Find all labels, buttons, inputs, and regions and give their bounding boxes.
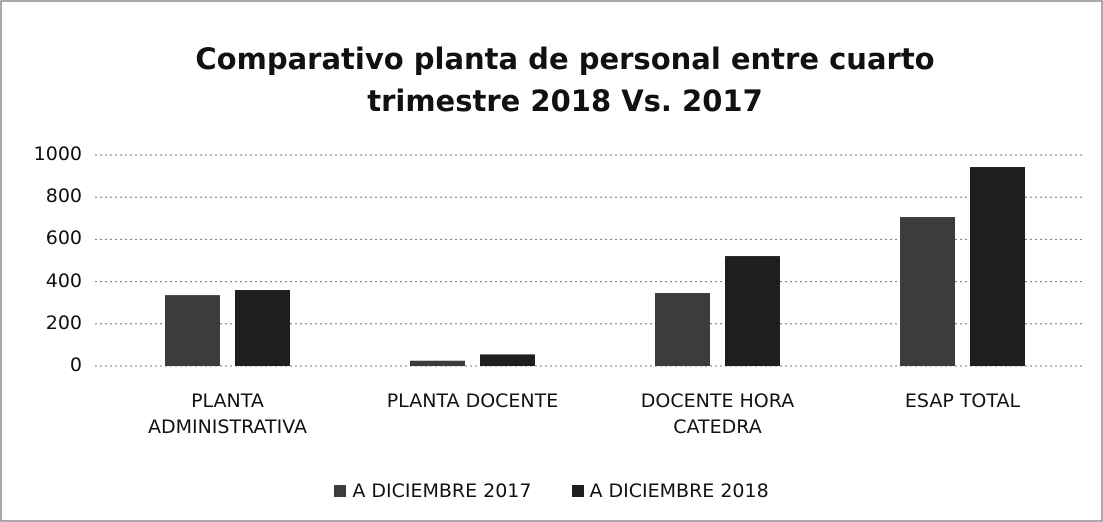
legend-label: A DICIEMBRE 2018: [589, 480, 769, 502]
y-tick-label: 400: [45, 269, 82, 292]
x-tick-label: PLANTA DOCENTE: [386, 390, 559, 412]
y-tick-label: 600: [45, 227, 82, 250]
bar: [165, 295, 220, 366]
y-tick-label: 200: [45, 311, 82, 334]
legend-swatch: [334, 485, 347, 497]
bar: [725, 256, 780, 366]
bar: [900, 217, 955, 366]
chart-title: Comparativo planta de personal entre cua…: [195, 42, 935, 118]
y-tick-label: 1000: [33, 143, 82, 165]
bar: [655, 292, 710, 366]
y-tick-label: 800: [45, 185, 82, 208]
x-tick-label: DOCENTE HORA CATEDRA: [640, 390, 795, 438]
bar: [235, 290, 290, 366]
y-tick-label: 0: [69, 354, 82, 376]
legend-item: A DICIEMBRE 2017: [334, 480, 532, 502]
legend-swatch: [571, 485, 584, 497]
x-tick-label: PLANTA ADMINISTRATIVA: [147, 390, 308, 438]
bar: [480, 354, 535, 366]
legend: A DICIEMBRE 2017 A DICIEMBRE 2018: [0, 480, 1103, 502]
legend-label: A DICIEMBRE 2017: [352, 480, 532, 502]
legend-item: A DICIEMBRE 2018: [571, 480, 769, 502]
bar: [410, 360, 465, 366]
x-tick-label: ESAP TOTAL: [904, 390, 1021, 412]
bar: [970, 167, 1025, 366]
